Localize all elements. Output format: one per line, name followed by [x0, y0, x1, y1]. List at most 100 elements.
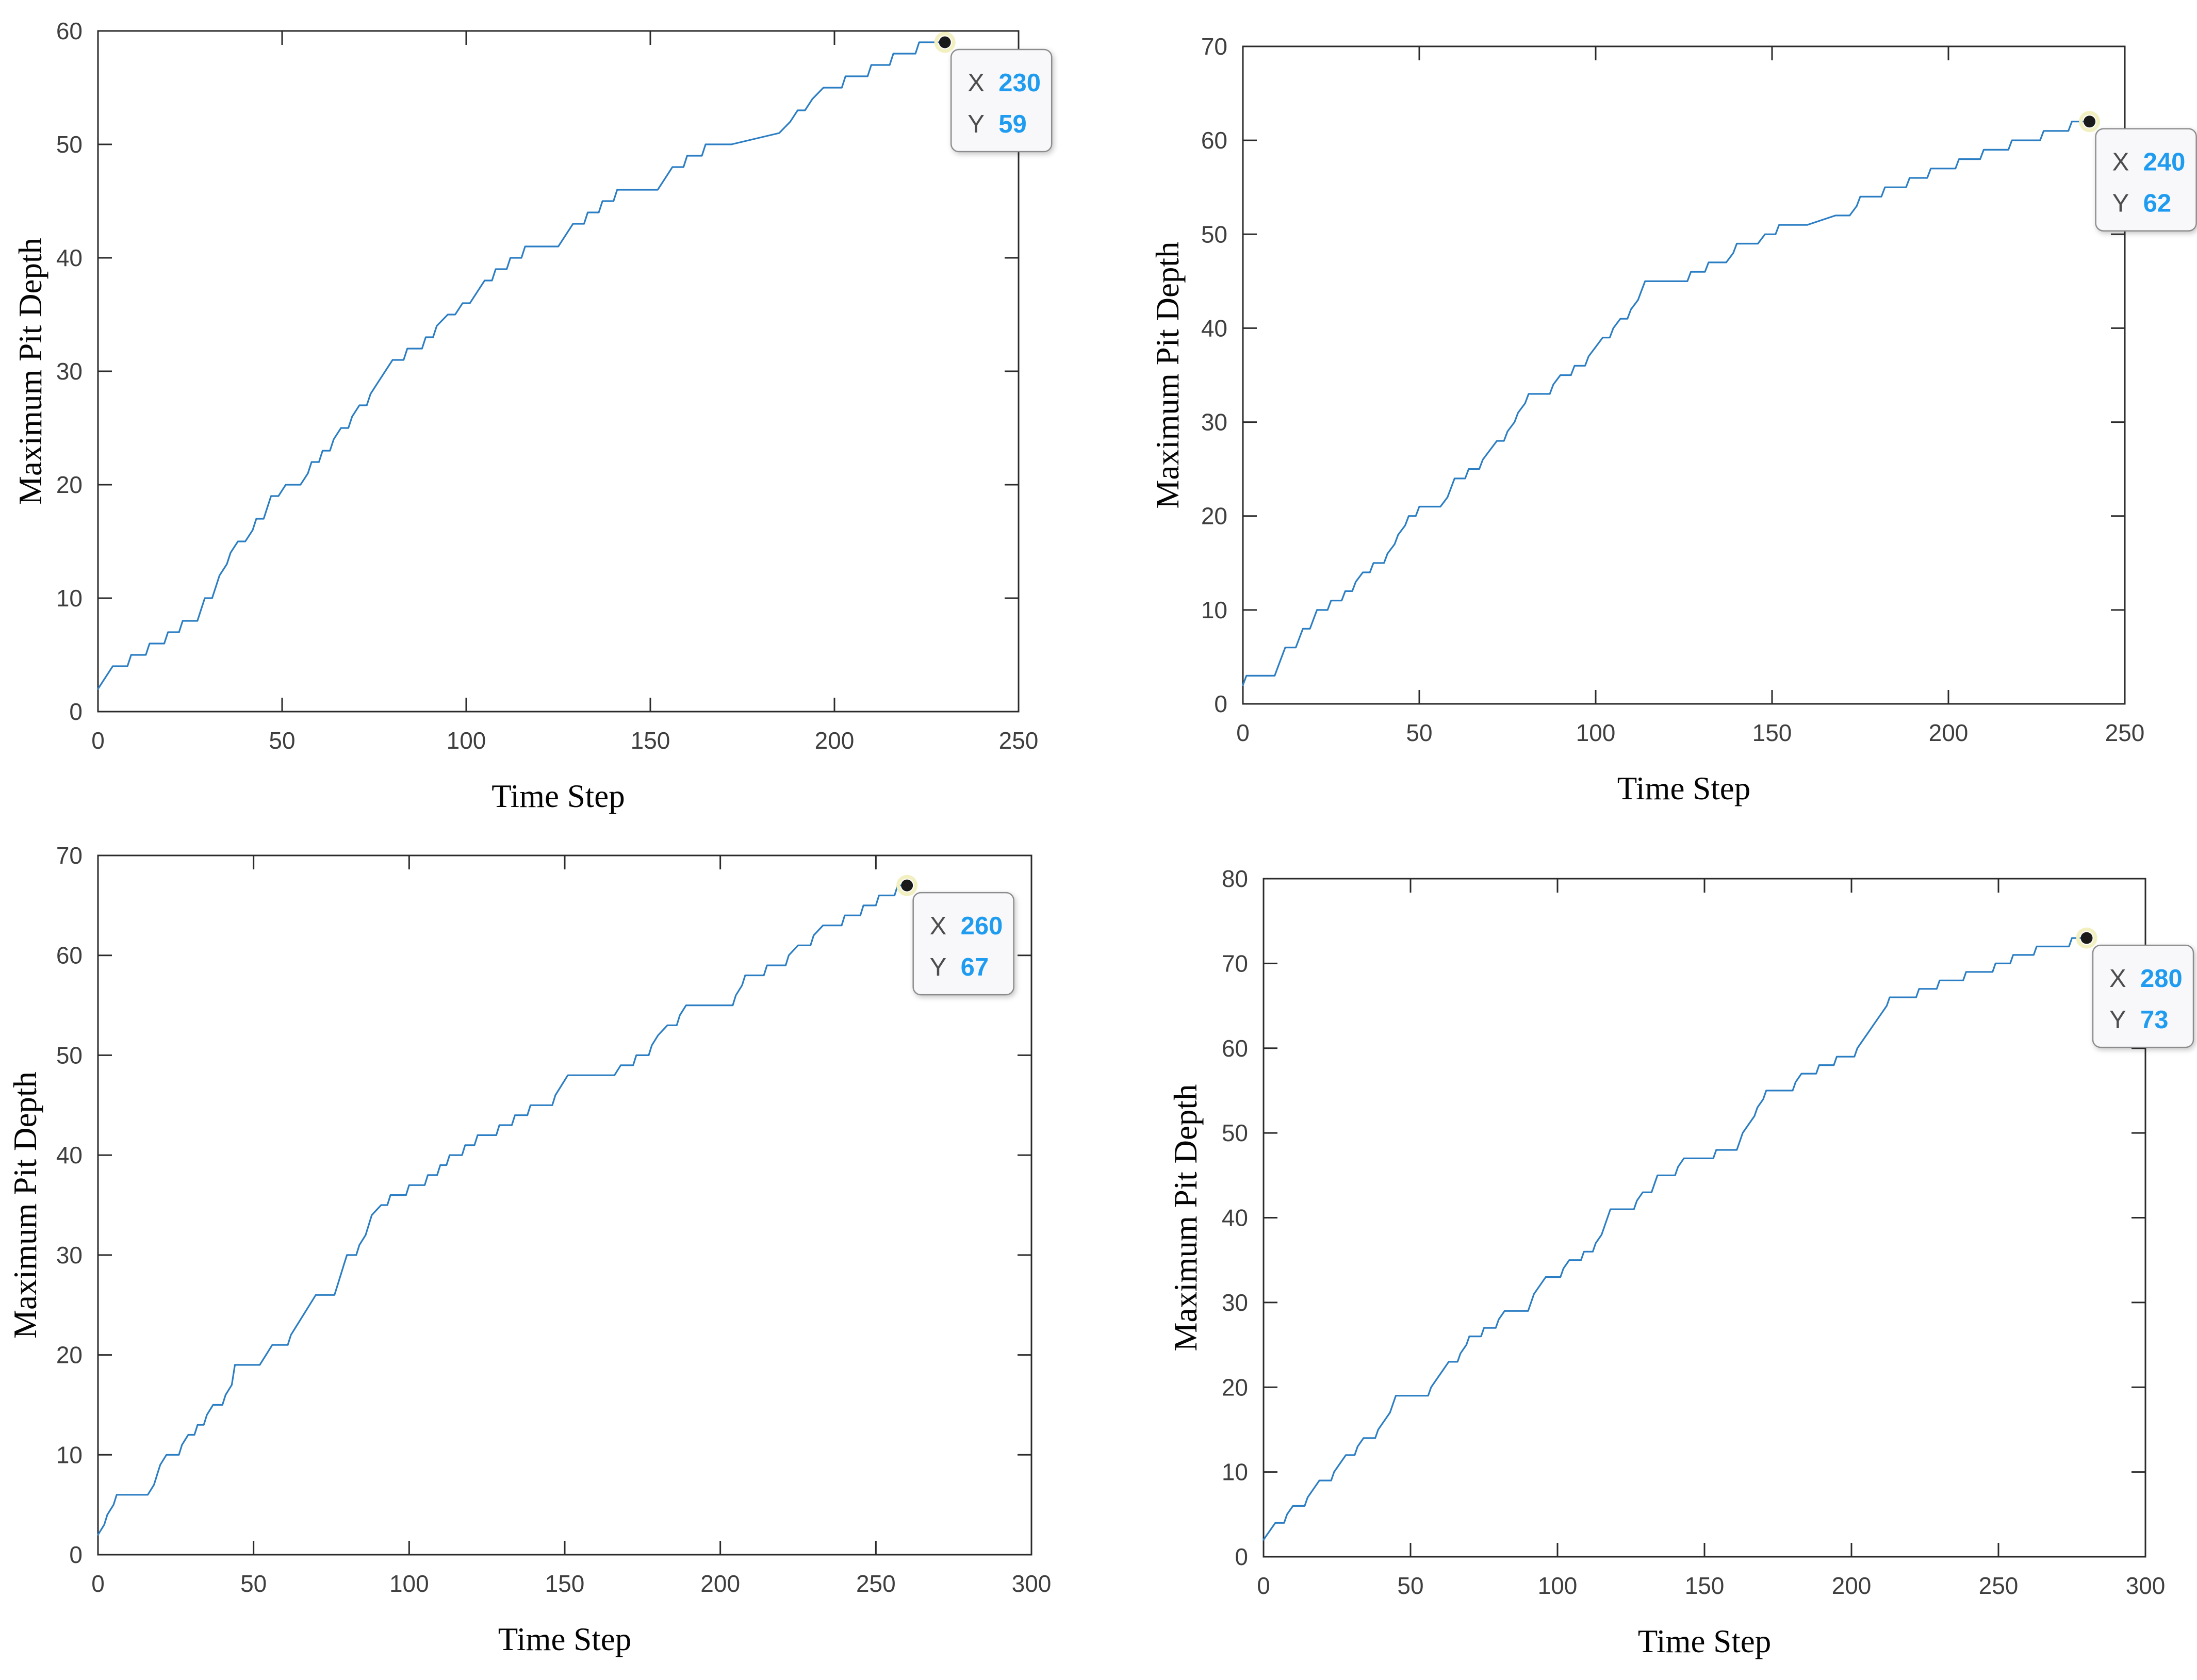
y-tick-label: 20 [1222, 1374, 1248, 1401]
datatip-y-label: Y [2112, 190, 2129, 218]
x-tick-label: 300 [2126, 1572, 2166, 1599]
y-tick-label: 10 [56, 585, 83, 612]
datatip[interactable]: X 240 Y 62 [2095, 128, 2197, 232]
datatip-box[interactable] [2095, 128, 2197, 232]
y-tick-label: 60 [56, 18, 83, 44]
axes-box [1242, 45, 2126, 705]
axes-box [97, 30, 1020, 713]
plot-top-right: 0 50 100 150 200 250 0 10 20 30 40 50 60 70 Time Step M… [1098, 0, 2197, 840]
datatip-marker[interactable] [939, 36, 951, 48]
x-tick-label: 0 [91, 1570, 105, 1597]
y-axis-label: Maximum Pit Depth [1150, 242, 1186, 509]
datatip-y-label: Y [930, 953, 947, 981]
x-tick-label: 200 [1929, 719, 1969, 746]
x-axis-label: Time Step [1617, 770, 1751, 806]
datatip[interactable]: X 280 Y 73 [2092, 944, 2194, 1048]
series-line[interactable] [1242, 121, 2091, 686]
x-axis-label: Time Step [1638, 1623, 1772, 1659]
y-tick-label: 60 [1222, 1035, 1248, 1062]
plot-bottom-left: 0 50 100 150 200 250 300 0 10 20 30 40 50 60 70 Time St… [0, 840, 1098, 1680]
x-tick-label: 100 [447, 727, 486, 754]
y-tick-label: 30 [56, 358, 83, 385]
datatip-x-label: X [930, 912, 947, 940]
datatip-marker-halo [934, 31, 956, 53]
datatip-y-value: 62 [2143, 190, 2172, 218]
y-tick-label: 40 [1201, 315, 1227, 341]
datatip-x-value: 260 [961, 912, 1003, 940]
y-tick-label: 10 [1222, 1459, 1248, 1486]
y-tick-label: 70 [1201, 33, 1227, 60]
y-tick-label: 80 [1222, 865, 1248, 892]
x-tick-label: 200 [1832, 1572, 1872, 1599]
x-axis-label: Time Step [491, 778, 625, 814]
x-tick-label: 150 [1685, 1572, 1725, 1599]
y-tick-label: 70 [1222, 950, 1248, 977]
series-line[interactable] [97, 884, 908, 1536]
y-tick-label: 0 [1214, 690, 1227, 717]
y-tick-label: 50 [56, 1042, 83, 1068]
series-line[interactable] [97, 41, 946, 690]
x-tick-label: 100 [1576, 719, 1616, 746]
axes-box [1263, 878, 2146, 1558]
y-tick-label: 0 [69, 1541, 83, 1568]
y-tick-label: 20 [1201, 503, 1227, 530]
datatip[interactable]: X 260 Y 67 [912, 892, 1014, 996]
datatip-y-value: 73 [2140, 1006, 2169, 1034]
x-tick-label: 250 [856, 1570, 896, 1597]
datatip-y-value: 59 [998, 110, 1027, 138]
x-tick-label: 100 [1538, 1572, 1578, 1599]
y-tick-label: 50 [1201, 221, 1227, 248]
datatip-x-value: 280 [2140, 965, 2183, 993]
datatip-box[interactable] [950, 48, 1053, 153]
y-axis-label: Maximum Pit Depth [12, 238, 48, 505]
datatip-box[interactable] [2092, 944, 2194, 1048]
datatip-y-value: 67 [961, 953, 989, 981]
y-tick-label: 40 [56, 244, 83, 271]
x-axis-label: Time Step [498, 1621, 632, 1657]
datatip-marker-halo [2076, 927, 2097, 949]
datatip-marker[interactable] [2080, 932, 2093, 944]
datatip-x-label: X [2109, 965, 2126, 993]
x-tick-label: 200 [815, 727, 855, 754]
datatip-x-label: X [2112, 149, 2129, 176]
x-tick-label: 250 [1979, 1572, 2019, 1599]
x-tick-label: 50 [1397, 1572, 1423, 1599]
y-tick-label: 10 [56, 1441, 83, 1468]
y-axis-label: Maximum Pit Depth [7, 1072, 43, 1339]
datatip[interactable]: X 230 Y 59 [950, 48, 1053, 153]
x-tick-label: 50 [1406, 719, 1432, 746]
plot-top-left: 0 50 100 150 200 250 0 10 20 30 40 50 60 Time Step Max… [0, 0, 1098, 840]
axes-box [97, 854, 1032, 1556]
series-line[interactable] [1263, 937, 2088, 1541]
plot-bottom-right: 0 50 100 150 200 250 300 0 10 20 30 40 50 60 70 80 Time … [1098, 840, 2197, 1680]
datatip-marker[interactable] [901, 879, 913, 892]
y-axis-label: Maximum Pit Depth [1168, 1084, 1204, 1352]
y-tick-label: 60 [1201, 127, 1227, 154]
datatip-x-value: 230 [998, 69, 1041, 97]
y-tick-label: 0 [1235, 1543, 1248, 1570]
datatip-x-value: 240 [2143, 149, 2186, 176]
x-tick-label: 50 [269, 727, 295, 754]
x-tick-label: 150 [631, 727, 670, 754]
y-tick-label: 20 [56, 1342, 83, 1369]
datatip-marker[interactable] [2084, 116, 2096, 128]
x-tick-label: 200 [700, 1570, 740, 1597]
x-tick-label: 0 [91, 727, 105, 754]
plot-canvas-top-left: 0 50 100 150 200 250 0 10 20 30 40 50 60 Time Step Max… [12, 18, 1053, 814]
x-tick-label: 0 [1257, 1572, 1270, 1599]
x-tick-label: 0 [1236, 719, 1250, 746]
y-tick-label: 30 [56, 1242, 83, 1269]
y-tick-label: 20 [56, 471, 83, 498]
datatip-marker-halo [2079, 111, 2101, 133]
y-tick-label: 70 [56, 842, 83, 869]
datatip-box[interactable] [912, 892, 1014, 996]
plot-canvas-bottom-right: 0 50 100 150 200 250 300 0 10 20 30 40 50 60 70 80 Time … [1168, 865, 2194, 1659]
datatip-x-label: X [968, 69, 985, 97]
x-tick-label: 100 [389, 1570, 429, 1597]
y-tick-label: 40 [1222, 1205, 1248, 1231]
y-tick-label: 30 [1201, 409, 1227, 436]
datatip-marker-halo [896, 875, 918, 896]
x-tick-label: 150 [545, 1570, 585, 1597]
plot-canvas-top-right: 0 50 100 150 200 250 0 10 20 30 40 50 60 70 Time Step M… [1150, 33, 2197, 806]
